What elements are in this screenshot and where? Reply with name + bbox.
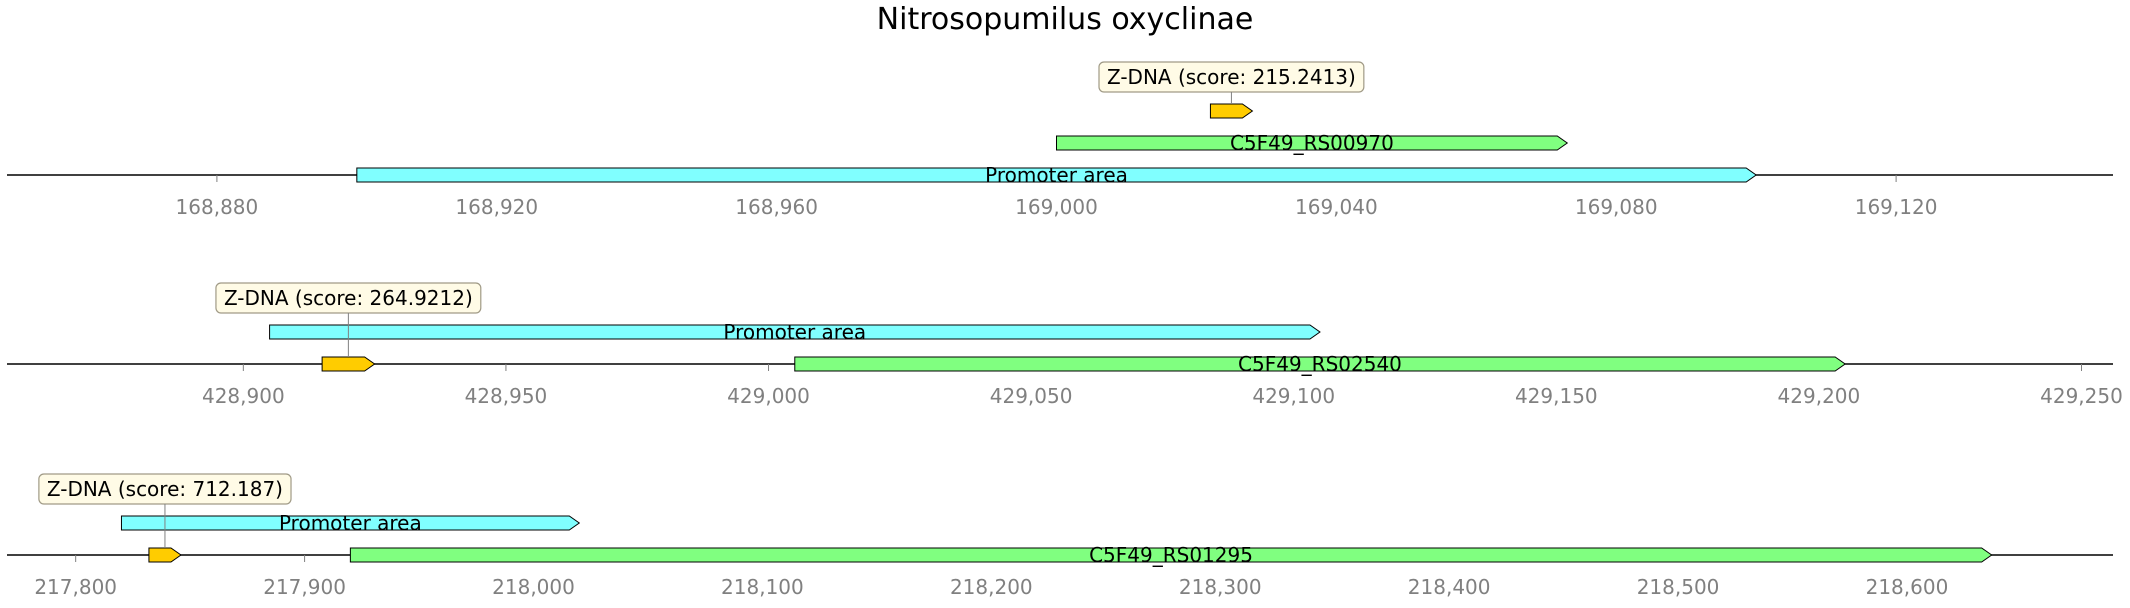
tick-label: 169,080 [1575, 195, 1658, 219]
z-dna-feature [321, 356, 376, 372]
figure-title: Nitrosopumilus oxyclinae [876, 2, 1254, 37]
tick-label: 217,900 [263, 575, 346, 599]
promoter-feature [120, 515, 581, 531]
tick-label: 168,960 [735, 195, 818, 219]
tick-label: 218,500 [1637, 575, 1720, 599]
callout-text: Z-DNA (score: 215.2413) [1107, 65, 1356, 89]
tick-label: 429,150 [1515, 384, 1598, 408]
promoter-label: Promoter area [279, 511, 422, 535]
gene-feature [349, 547, 1993, 563]
callout-text: Z-DNA (score: 712.187) [47, 477, 283, 501]
z-dna-feature [148, 547, 182, 563]
tick-label: 429,250 [2040, 384, 2123, 408]
tick-label: 429,000 [727, 384, 810, 408]
gene-feature [1056, 135, 1569, 151]
tick-label: 169,000 [1015, 195, 1098, 219]
tick-label: 218,600 [1866, 575, 1949, 599]
tick-label: 428,900 [202, 384, 285, 408]
tick-label: 428,950 [465, 384, 548, 408]
tick-label: 218,400 [1408, 575, 1491, 599]
tick-label: 429,100 [1252, 384, 1335, 408]
z-dna-feature [1209, 103, 1254, 119]
tick-label: 218,300 [1179, 575, 1262, 599]
gene-feature [794, 356, 1847, 372]
promoter-feature [269, 324, 1321, 340]
promoter-label: Promoter area [985, 163, 1128, 187]
track-2: 428,900 428,950 429,000 429,050 429,100 429,1… [7, 282, 2123, 408]
tick-label: 218,100 [721, 575, 804, 599]
gene-label: C5F49_RS00970 [1230, 131, 1394, 155]
track-1: 168,880 168,920 168,960 169,000 169,040 169,0… [7, 61, 2113, 219]
track-3: 217,800 217,900 218,000 218,100 218,200 218,3… [7, 473, 2113, 599]
tick-label: 168,920 [455, 195, 538, 219]
tick-label: 169,120 [1855, 195, 1938, 219]
promoter-label: Promoter area [723, 320, 866, 344]
promoter-feature [356, 167, 1758, 183]
tick-label: 218,200 [950, 575, 1033, 599]
tick-label: 429,050 [990, 384, 1073, 408]
tick-label: 218,000 [492, 575, 575, 599]
gene-label: C5F49_RS02540 [1238, 352, 1402, 376]
tick-label: 168,880 [176, 195, 259, 219]
gene-label: C5F49_RS01295 [1089, 543, 1253, 567]
tick-label: 429,200 [1778, 384, 1861, 408]
callout-text: Z-DNA (score: 264.9212) [224, 286, 473, 310]
tick-label: 217,800 [34, 575, 117, 599]
tick-label: 169,040 [1295, 195, 1378, 219]
